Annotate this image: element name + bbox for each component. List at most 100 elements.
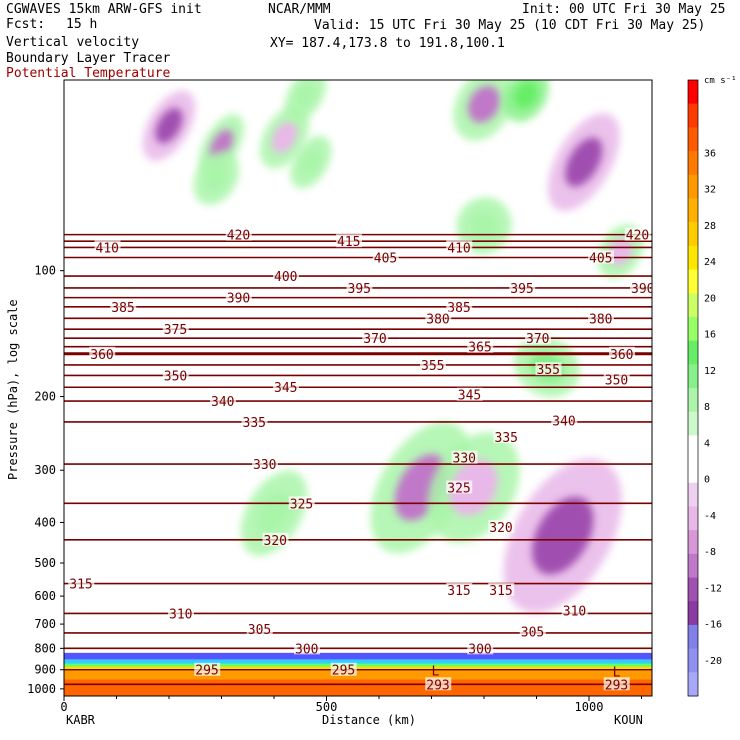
potential-temperature-labels: 410 420 415 410 420 405 405 400 395 395 390 385 390 3… [68,227,652,693]
theta-label-bg-31 [493,430,520,444]
w-region-core-10 [608,237,633,266]
colorbar-label-11: -8 [704,547,716,558]
theta-label-9: 395 [510,282,533,297]
theta-label-bg-10 [630,280,652,294]
theta-label-bg-12 [225,290,252,304]
x-tick-label-1: 500 [316,700,338,714]
colorbar-swatch-19 [688,530,698,555]
field-vertical-velocity: Vertical velocity [6,35,140,50]
theta-label-bg-39 [446,582,473,596]
theta-label-bg-16 [162,322,189,336]
theta-label-6: 405 [589,251,612,266]
theta-label-18: 370 [526,332,549,347]
valid-time: Valid: 15 UTC Fri 30 May 25 (10 CDT Fri … [314,18,706,33]
vertical-velocity-shading [142,80,644,613]
organization: NCAR/MMM [268,2,331,17]
theta-label-bg-26 [273,380,299,394]
theta-label-bg-7 [273,269,299,283]
model-title: CGWAVES 15km ARW-GFS init [6,2,202,17]
colorbar-swatch-22 [688,601,698,626]
theta-label-bg-1 [225,227,252,241]
theta-label-49: 293 [426,678,449,693]
colorbar-label-13: -16 [704,620,722,631]
colorbar-swatch-15 [688,435,698,460]
potential-temperature-contours [64,233,652,686]
theta-label-bg-43 [246,622,273,636]
theta-label-1: 420 [227,229,250,244]
theta-label-7: 400 [274,270,297,285]
colorbar-swatch-17 [688,482,698,507]
theta-label-bg-4 [624,227,651,241]
w-region-core-8 [300,148,322,176]
y-tick-label-8: 900 [34,663,56,677]
colorbar: 36 32 28 24 20 16 12 8 4 0 -4 -8 -12 -16 -20 [687,79,722,697]
theta-label-34: 325 [290,497,313,512]
colorbar-label-0: 36 [704,148,716,159]
plot-frame [63,79,653,697]
theta-label-bg-37 [488,519,515,533]
theta-label-42: 310 [563,605,586,620]
y-tick-label-6: 700 [34,617,56,631]
y-tick-label-2: 300 [34,463,56,477]
colorbar-swatch-18 [688,506,698,531]
colorbar-swatch-14 [688,411,698,436]
theta-label-0: 410 [96,241,119,256]
colorbar-swatch-10 [688,316,698,342]
x-axis-label: Distance (km) [322,713,416,727]
theta-label-39: 315 [447,584,470,599]
theta-label-50: 293 [605,678,628,693]
forecast-label: Fcst: [6,17,46,32]
colorbar-swatch-2 [688,127,698,152]
theta-label-5: 405 [374,251,397,266]
theta-label-bg-15 [588,311,614,325]
theta-label-bg-34 [288,496,315,510]
theta-label-19: 360 [90,348,113,363]
bl-band-0 [64,652,652,662]
colorbar-label-4: 20 [704,293,716,304]
theta-label-bg-0 [94,240,121,254]
theta-label-bg-8 [346,280,373,294]
theta-label-11: 385 [111,301,134,316]
theta-label-16: 375 [164,323,187,338]
theta-label-bg-22 [420,357,446,371]
bl-band-4 [64,670,652,682]
theta-label-bg-28 [210,394,236,408]
colorbar-swatch-13 [688,388,698,413]
colorbar-swatch-1 [688,103,698,128]
colorbar-label-8: 4 [704,438,710,449]
theta-label-12: 390 [227,292,250,307]
theta-label-bg-24 [162,368,189,382]
theta-label-35: 325 [447,482,470,497]
colorbar-swatch-8 [688,269,698,294]
w-region-core-7 [204,164,229,192]
theta-label-29: 340 [552,414,575,429]
theta-label-bg-48 [330,662,357,676]
theta-label-3: 410 [447,241,470,256]
theta-label-32: 330 [253,458,276,473]
w-region-core-13 [449,459,498,516]
low-marker-0: L [432,665,440,680]
colorbar-label-9: 0 [704,475,710,486]
theta-label-36: 320 [264,534,287,549]
theta-label-44: 305 [521,626,544,641]
y-axis-label: Pressure (hPa), log scale [6,299,20,480]
theta-label-bg-46 [467,641,494,655]
w-region-core-3 [467,85,501,123]
theta-label-bg-29 [551,413,578,427]
theta-label-31: 335 [495,431,518,446]
theta-label-43: 305 [248,623,271,638]
y-tick-label-4: 500 [34,556,56,570]
colorbar-swatch-7 [688,245,698,271]
forecast-value: 15 h [66,17,98,32]
theta-label-22: 355 [421,359,444,374]
colorbar-swatch-25 [688,672,698,697]
w-region-core-6 [294,81,317,109]
theta-label-bg-47 [194,662,221,676]
theta-label-bg-35 [446,480,473,494]
w-region-core-4 [565,137,603,187]
theta-label-bg-5 [372,250,399,264]
x-tick-label-2: 1000 [575,700,604,714]
theta-label-bg-27 [456,387,483,401]
theta-label-2: 415 [337,235,360,250]
theta-label-30: 335 [243,416,266,431]
